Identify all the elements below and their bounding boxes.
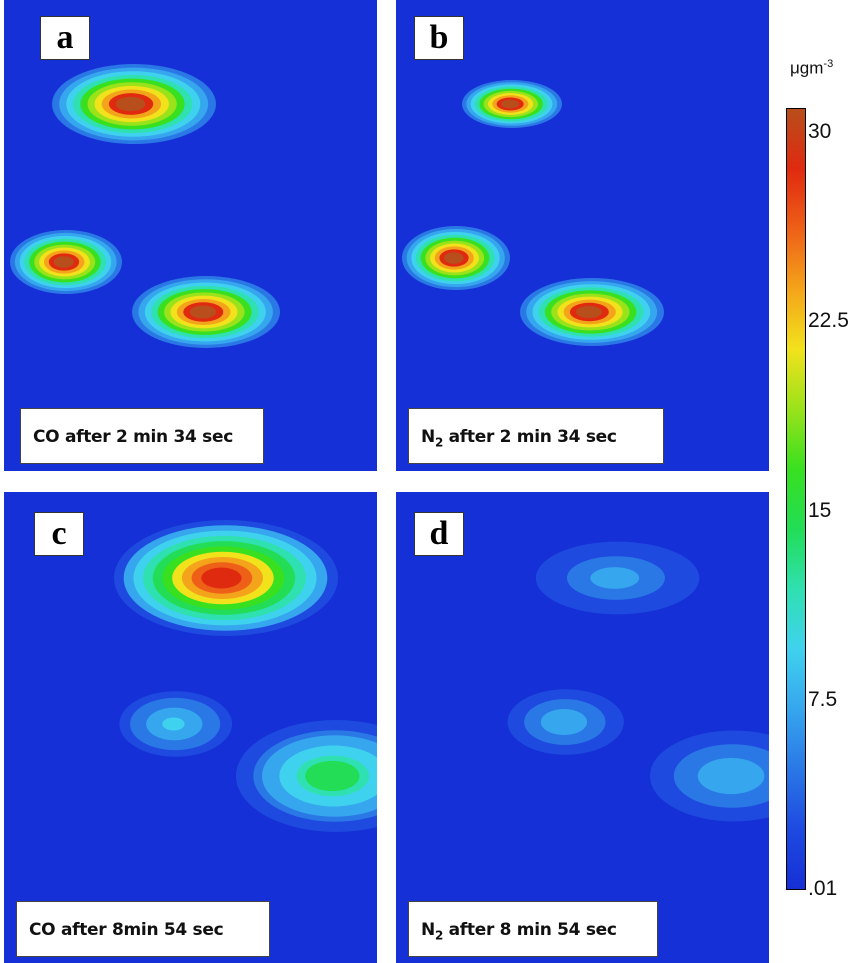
plume-c-1-level-9 xyxy=(162,717,185,731)
heatmap-b xyxy=(402,80,664,346)
plume-c-0 xyxy=(114,520,338,636)
colorbar-unit: μgm-3 xyxy=(790,58,833,79)
caption-sub-b: 2 xyxy=(434,435,443,450)
caption-sub-d: 2 xyxy=(434,928,443,943)
colorbar-tick-4: .01 xyxy=(808,877,838,900)
colorbar-tick-2: 15 xyxy=(808,498,832,522)
colorbar-tick-3: 7.5 xyxy=(808,687,838,711)
plume-a-0 xyxy=(52,64,216,144)
plume-a-1-level-9 xyxy=(53,256,74,268)
colorbar-unit-base: μgm xyxy=(790,58,824,78)
caption-c: CO after 8min 54 sec xyxy=(16,901,270,957)
caption-text-c: after 8min 54 sec xyxy=(55,920,224,940)
plume-b-1 xyxy=(402,226,510,290)
heatmap-a xyxy=(10,64,280,348)
panel-b: b N2 after 2 min 34 sec xyxy=(396,0,769,471)
panel-a: a CO after 2 min 34 sec xyxy=(4,0,377,471)
panel-c: c CO after 8min 54 sec xyxy=(4,492,377,963)
panel-letter-d: d xyxy=(414,512,464,556)
colorbar-tick-1: 22.5 xyxy=(808,309,849,333)
caption-text-d: after 8 min 54 sec xyxy=(443,920,617,940)
panel-letter-c: c xyxy=(34,512,84,556)
colorbar xyxy=(786,108,806,890)
plume-a-2-level-9 xyxy=(189,305,217,319)
caption-a: CO after 2 min 34 sec xyxy=(20,408,264,464)
heatmap-d xyxy=(502,538,769,826)
heatmap-c xyxy=(114,520,377,832)
colorbar-unit-exp: -3 xyxy=(823,58,834,70)
caption-species-b: N xyxy=(421,427,435,447)
colorbar-tick-0: 30 xyxy=(808,120,832,144)
plume-d-0 xyxy=(528,538,708,618)
panel-letter-b: b xyxy=(414,16,464,60)
plume-c-0-level-9 xyxy=(201,567,242,589)
plume-b-2 xyxy=(520,278,664,346)
plume-a-1 xyxy=(10,230,122,294)
plume-d-2-level-9 xyxy=(713,767,747,785)
plume-b-0 xyxy=(462,80,562,128)
plume-c-2-level-9 xyxy=(313,765,350,787)
plume-d-1-level-9 xyxy=(551,715,575,729)
caption-d: N2 after 8 min 54 sec xyxy=(408,901,658,957)
caption-species-a: CO xyxy=(33,427,60,447)
plume-d-2 xyxy=(642,726,769,826)
plume-b-2-level-9 xyxy=(576,305,603,319)
caption-text-a: after 2 min 34 sec xyxy=(59,427,233,447)
plume-c-2 xyxy=(236,720,377,832)
plume-b-0-level-9 xyxy=(500,99,519,109)
plume-a-2 xyxy=(132,276,280,348)
plume-b-1-level-9 xyxy=(444,252,464,264)
plume-c-1 xyxy=(114,688,238,760)
panel-d: d N2 after 8 min 54 sec xyxy=(396,492,769,963)
caption-b: N2 after 2 min 34 sec xyxy=(408,408,664,464)
plume-d-0-level-9 xyxy=(598,570,631,586)
plume-a-0-level-9 xyxy=(115,96,146,112)
caption-text-b: after 2 min 34 sec xyxy=(443,427,617,447)
plume-d-1 xyxy=(502,686,630,758)
caption-species-d: N xyxy=(421,920,435,940)
panel-letter-a: a xyxy=(40,16,90,60)
caption-species-c: CO xyxy=(29,920,56,940)
